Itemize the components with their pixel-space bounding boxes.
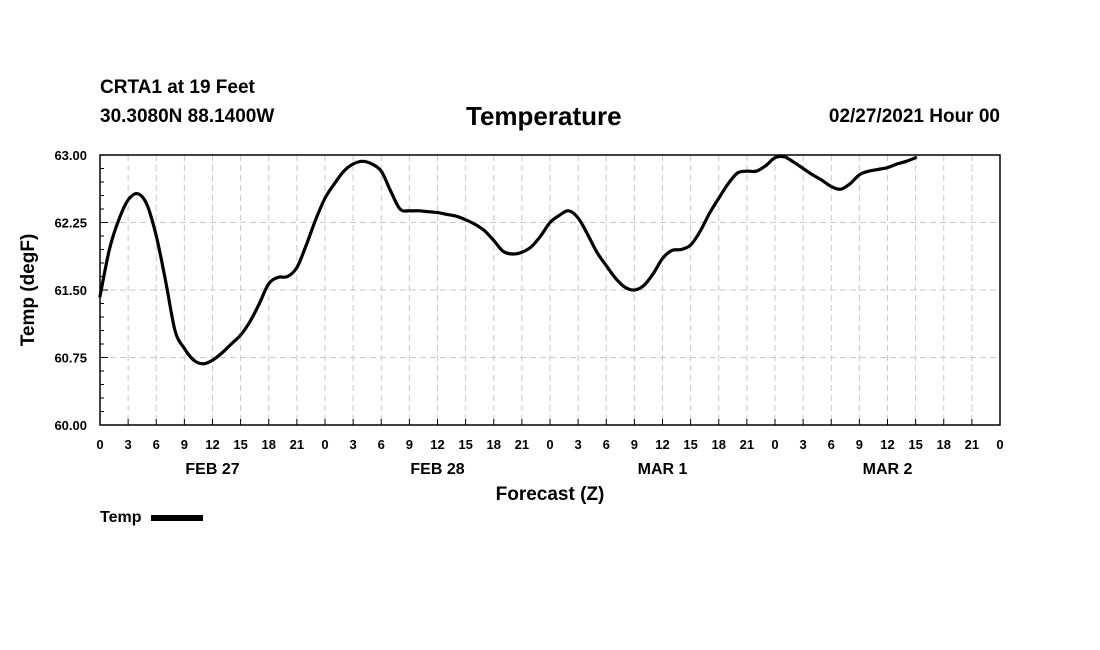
y-tick-label: 61.50 (54, 283, 87, 298)
y-tick-label: 60.00 (54, 418, 87, 433)
x-tick-label: 15 (683, 437, 697, 452)
x-tick-label: 9 (181, 437, 188, 452)
day-label: FEB 27 (185, 461, 239, 478)
y-tick-label: 63.00 (54, 148, 87, 163)
y-tick-label: 60.75 (54, 351, 87, 366)
x-tick-label: 21 (515, 437, 529, 452)
day-label: MAR 1 (638, 461, 688, 478)
x-tick-label: 9 (856, 437, 863, 452)
x-tick-label: 12 (880, 437, 894, 452)
x-tick-label: 9 (406, 437, 413, 452)
x-tick-label: 15 (233, 437, 247, 452)
y-tick-label: 62.25 (54, 216, 87, 231)
x-tick-label: 0 (771, 437, 778, 452)
legend: Temp (100, 509, 204, 527)
x-tick-label: 12 (430, 437, 444, 452)
x-tick-label: 21 (290, 437, 304, 452)
x-tick-label: 6 (153, 437, 160, 452)
x-tick-label: 3 (800, 437, 807, 452)
day-label: MAR 2 (863, 461, 913, 478)
x-tick-label: 21 (740, 437, 754, 452)
x-tick-label: 18 (487, 437, 501, 452)
y-axis-title: Temp (degF) (18, 234, 39, 347)
forecast-datetime-label: 02/27/2021 Hour 00 (828, 106, 1000, 127)
ticks-layer: 0 3 6 9 12 15 18 21 0 3 6 9 12 15 18 21 0 3 6 9 12 15 18 21 0 3 6 9… (54, 148, 1003, 478)
station-label: CRTA1 at 19 Feet (100, 77, 255, 98)
x-tick-label: 15 (458, 437, 472, 452)
chart-title: Temperature (466, 101, 622, 131)
legend-swatch-temp (151, 515, 204, 521)
x-tick-label: 15 (908, 437, 922, 452)
x-tick-label: 18 (712, 437, 726, 452)
x-tick-label: 3 (350, 437, 357, 452)
legend-label-temp: Temp (100, 509, 142, 526)
x-tick-label: 9 (631, 437, 638, 452)
coordinates-label: 30.3080N 88.1400W (100, 106, 275, 127)
x-tick-label: 3 (125, 437, 132, 452)
x-tick-label: 0 (546, 437, 553, 452)
x-tick-label: 3 (575, 437, 582, 452)
x-tick-label: 6 (828, 437, 835, 452)
x-tick-label: 6 (378, 437, 385, 452)
x-axis-title: Forecast (Z) (496, 484, 605, 505)
x-tick-label: 18 (262, 437, 276, 452)
grid-layer (100, 155, 1000, 425)
x-tick-label: 0 (96, 437, 103, 452)
x-tick-label: 12 (655, 437, 669, 452)
x-tick-label: 12 (205, 437, 219, 452)
series-line-temp (98, 154, 918, 366)
x-tick-label: 0 (321, 437, 328, 452)
x-tick-label: 18 (937, 437, 951, 452)
x-tick-label: 21 (965, 437, 979, 452)
series-layer (98, 154, 918, 366)
day-label: FEB 28 (410, 461, 464, 478)
x-tick-label: 0 (996, 437, 1003, 452)
x-tick-label: 6 (603, 437, 610, 452)
